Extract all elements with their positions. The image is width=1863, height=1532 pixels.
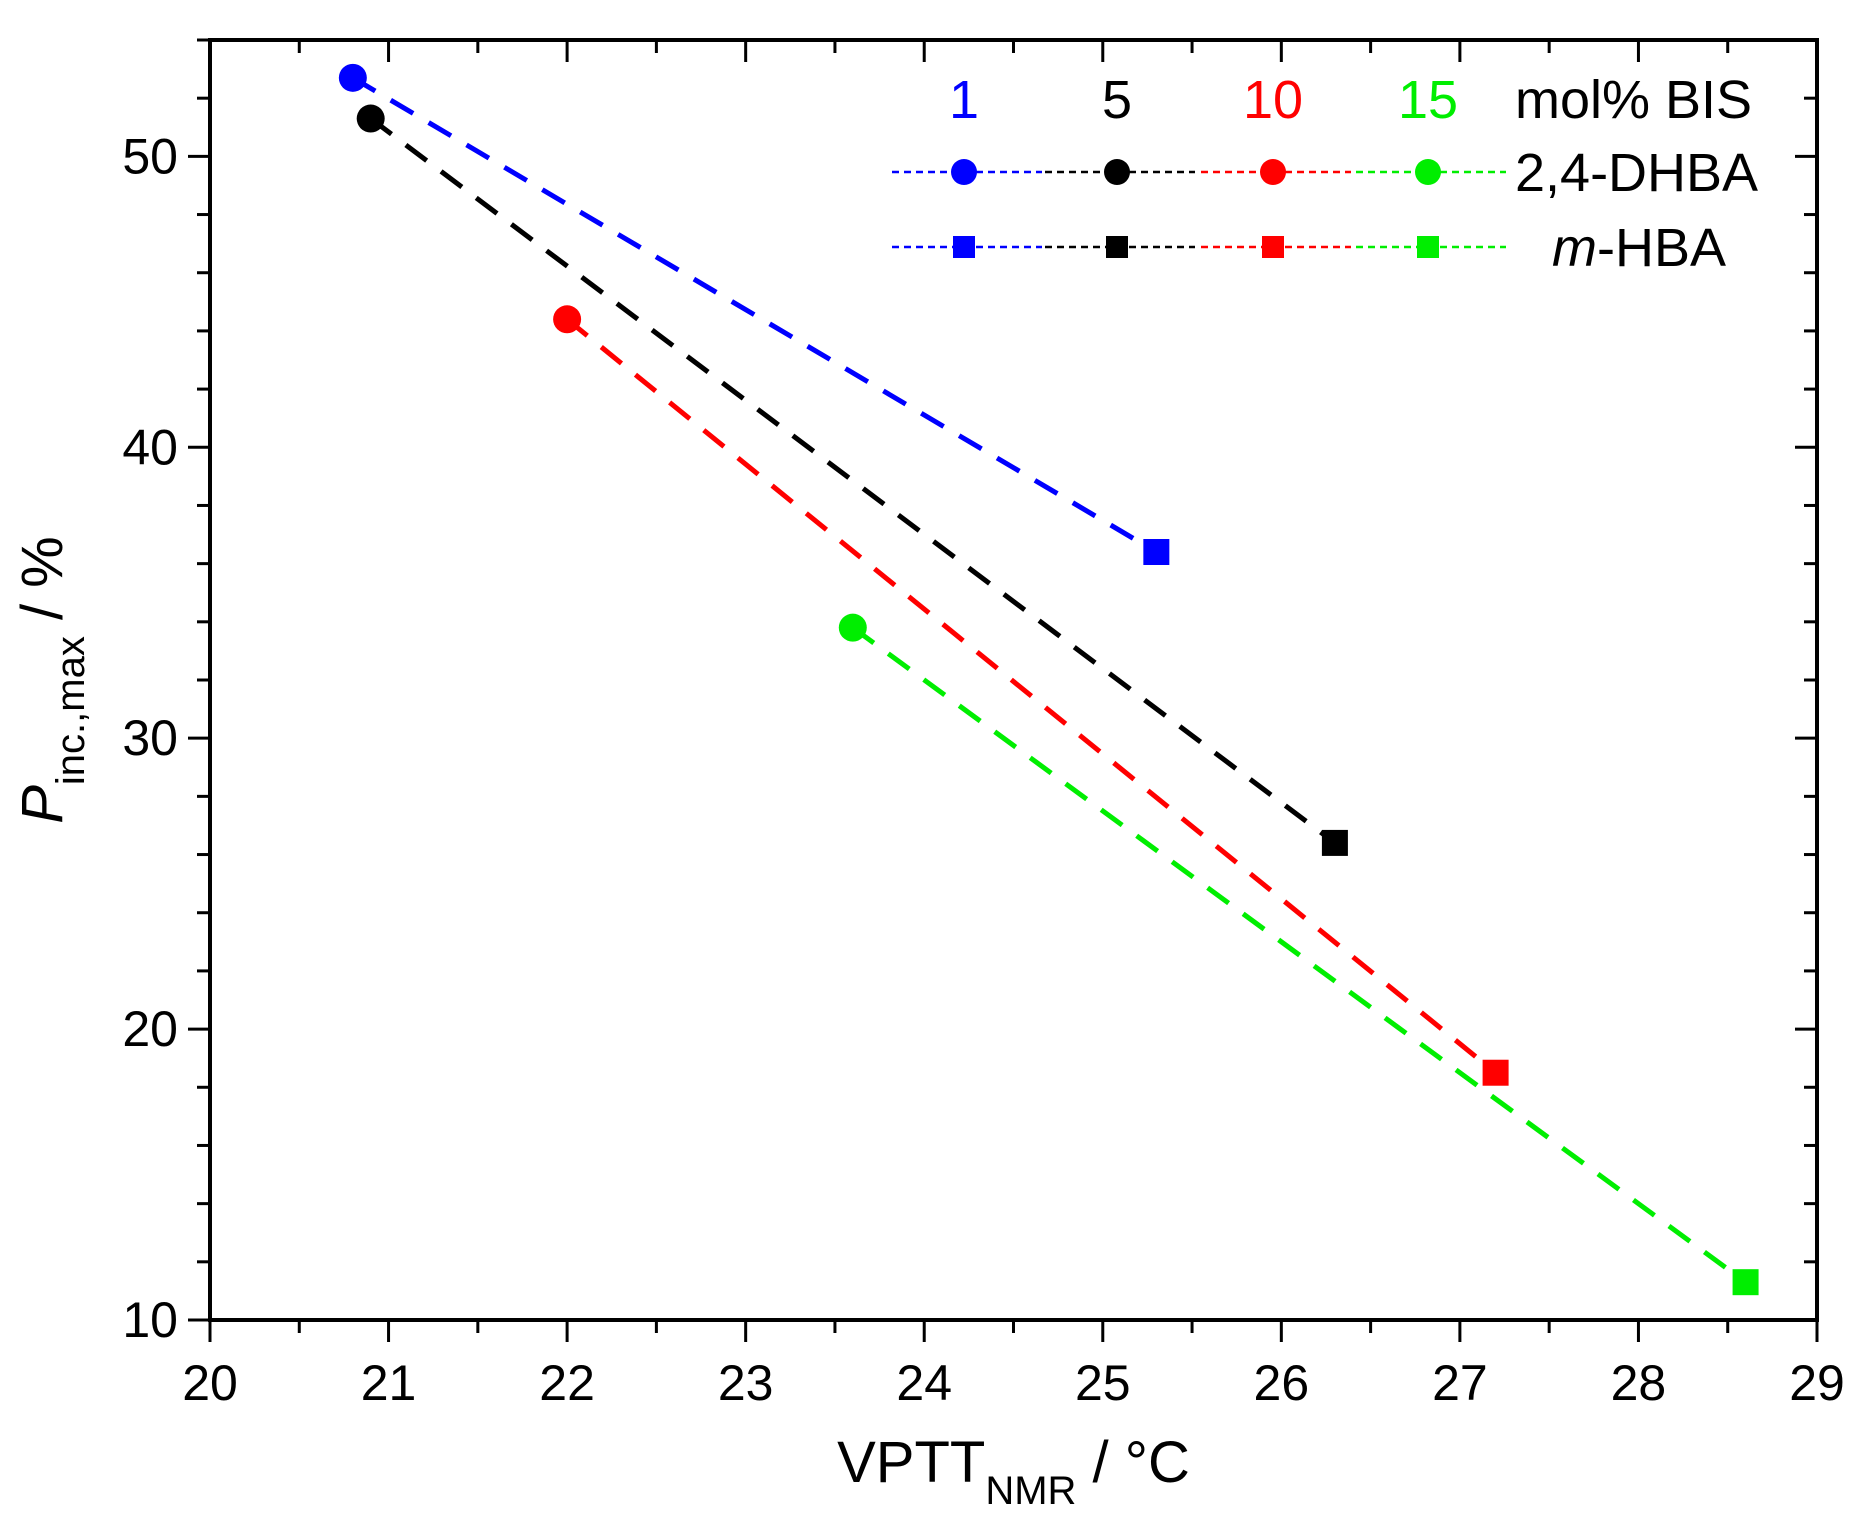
legend-circle-label: 2,4-DHBA — [1515, 143, 1758, 203]
data-point-10-circle — [553, 305, 582, 334]
x-axis-title: VPTTNMR / °C — [837, 1430, 1190, 1513]
legend-header-15: 15 — [1398, 70, 1458, 130]
data-point-1-circle — [338, 63, 367, 92]
y-tick-label: 40 — [122, 419, 178, 475]
legend-marker-square-10 — [1262, 236, 1284, 258]
x-tick-label: 21 — [361, 1355, 417, 1411]
data-point-5-circle — [356, 104, 385, 133]
plot-frame — [208, 38, 1819, 1322]
data-point-5-square — [1321, 829, 1348, 856]
x-tick-label: 29 — [1789, 1355, 1845, 1411]
y-axis-title-unit: / % — [10, 536, 75, 636]
legend-marker-square-5 — [1106, 236, 1128, 258]
series-line-5 — [369, 116, 1337, 845]
series-lines — [351, 75, 1748, 1285]
y-tick-label: 20 — [122, 1001, 178, 1057]
data-point-10-square — [1482, 1059, 1509, 1086]
legend-marker-circle-1 — [951, 159, 977, 185]
legend-square-label-rest: -HBA — [1597, 218, 1726, 278]
x-tick-label: 20 — [182, 1355, 238, 1411]
y-axis-title: Pinc.,max / % — [10, 536, 93, 824]
data-point-1-square — [1143, 539, 1170, 565]
legend-header-1: 1 — [949, 70, 979, 130]
x-tick-label: 27 — [1432, 1355, 1488, 1411]
y-tick-label: 30 — [122, 710, 178, 766]
legend-header-10: 10 — [1243, 70, 1303, 130]
x-tick-label: 24 — [896, 1355, 952, 1411]
legend-marker-circle-15 — [1415, 159, 1441, 185]
legend-marker-square-1 — [953, 236, 975, 258]
legend-header-text: mol% BIS — [1515, 70, 1752, 130]
legend-marker-square-15 — [1417, 236, 1439, 258]
series-markers — [338, 63, 1759, 1296]
x-tick-label: 23 — [718, 1355, 774, 1411]
x-tick-label: 25 — [1075, 1355, 1131, 1411]
y-tick-label: 50 — [122, 128, 178, 184]
legend-header-5: 5 — [1102, 70, 1132, 130]
data-point-15-square — [1732, 1269, 1759, 1296]
legend-marker-circle-5 — [1104, 159, 1130, 185]
y-axis-title-main: P — [10, 785, 75, 824]
series-line-10 — [565, 317, 1498, 1075]
legend-square-label-italic: m — [1552, 218, 1597, 278]
y-axis-title-sub: inc.,max — [49, 636, 93, 785]
series-line-15 — [851, 625, 1748, 1285]
x-tick-label: 22 — [539, 1355, 595, 1411]
x-tick-label: 28 — [1611, 1355, 1667, 1411]
y-tick-label: 10 — [122, 1292, 178, 1348]
x-axis-title-main: VPTT — [837, 1430, 985, 1495]
data-point-15-circle — [838, 613, 867, 642]
legend-square-label: m-HBA — [1552, 218, 1726, 278]
x-tick-label: 26 — [1254, 1355, 1310, 1411]
x-axis-title-unit: / °C — [1076, 1430, 1189, 1495]
x-axis-title-sub: NMR — [985, 1469, 1076, 1513]
legend: 1 5 10 15 mol% BIS 2,4-DHBA m-HBA — [892, 70, 1758, 278]
legend-marker-circle-10 — [1260, 159, 1286, 185]
series-line-1 — [351, 75, 1158, 555]
